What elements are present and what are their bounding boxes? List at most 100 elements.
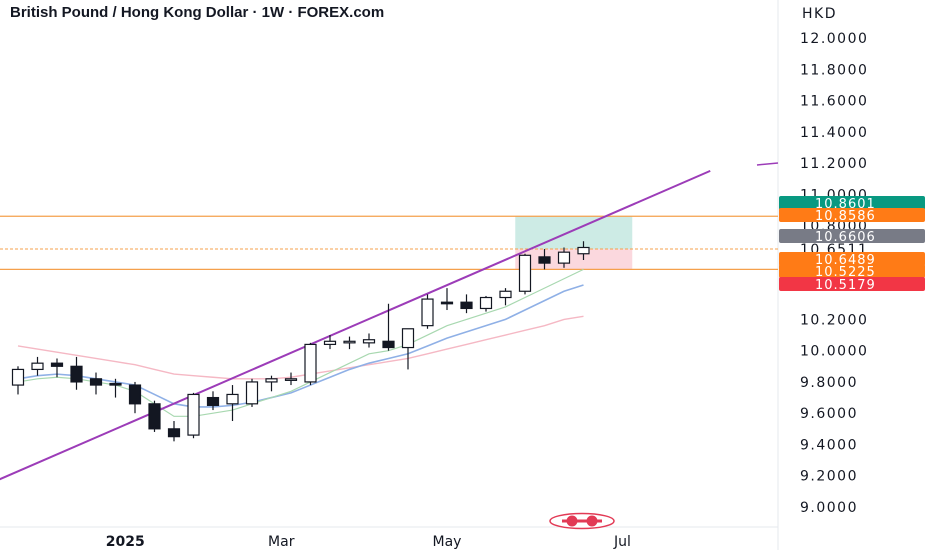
candle	[148, 400, 161, 432]
time-tick-label: Mar	[268, 534, 295, 550]
candle	[284, 372, 298, 386]
loss-zone[interactable]	[515, 249, 633, 270]
candle	[499, 288, 512, 306]
candle-body-down	[109, 382, 122, 386]
candle-body-down	[382, 340, 395, 349]
candle	[343, 336, 356, 350]
candle	[440, 288, 454, 311]
price-tick-label: 11.8000	[800, 62, 868, 78]
candle-body-up	[401, 328, 415, 349]
price-tag-label: 10.8586	[815, 209, 876, 224]
candle	[31, 356, 44, 376]
chart-title: British Pound / Hong Kong Dollar · 1W · …	[10, 4, 384, 21]
candle-body-up	[577, 246, 590, 255]
trendline[interactable]	[0, 169, 711, 488]
candle	[479, 295, 493, 312]
price-tick-label: 9.0000	[800, 500, 858, 516]
candle	[382, 303, 395, 351]
ema-slow-line	[17, 315, 584, 380]
candle-body-up	[421, 298, 434, 327]
candle-body-up	[304, 343, 317, 383]
price-tag: 10.6606	[779, 229, 925, 245]
candle-body-up	[479, 296, 493, 310]
candle-body-up	[518, 254, 532, 292]
price-tag: 10.5179	[779, 277, 925, 293]
candle-body-down	[50, 362, 64, 367]
price-tick-label: 10.0000	[800, 344, 868, 360]
candle-body-down	[70, 365, 83, 383]
price-tick-label: 10.2000	[800, 312, 868, 328]
candle	[245, 378, 259, 407]
price-tag-background	[779, 229, 925, 243]
candle	[265, 375, 278, 392]
candle	[577, 241, 590, 260]
profit-zone[interactable]	[515, 216, 633, 250]
candle-body-up	[226, 393, 239, 405]
price-tick-label: 9.2000	[800, 469, 858, 485]
horizontal-levels[interactable]	[0, 215, 778, 271]
price-tick-label: 11.4000	[800, 125, 868, 141]
candle	[187, 392, 200, 439]
time-axis-ticks: 2025 Mar May Jul	[106, 534, 631, 550]
time-tick-label: May	[433, 534, 462, 550]
candle-body-up	[187, 393, 200, 436]
candle-body-down	[167, 428, 181, 438]
candle-body-up	[245, 381, 259, 405]
candle-body-up	[362, 339, 376, 344]
candle-body-down	[440, 301, 454, 305]
time-tick-label: Jul	[613, 534, 631, 550]
candle	[206, 391, 220, 411]
candle	[460, 294, 473, 314]
candle	[50, 358, 64, 378]
price-tag-background	[779, 252, 925, 266]
price-tag: 10.5225	[779, 264, 925, 280]
candle-body-up	[323, 340, 337, 346]
candle-body-up	[499, 290, 512, 299]
candle	[128, 381, 142, 414]
candle	[70, 356, 83, 390]
candle-body-up	[31, 362, 44, 371]
price-tick-label: 9.4000	[800, 437, 858, 453]
price-tick-label: 11.2000	[800, 156, 868, 172]
price-tag: 10.8586	[779, 208, 925, 224]
candle-body-down	[128, 384, 142, 405]
price-tag-background	[779, 208, 925, 222]
candle	[538, 249, 551, 270]
candle-body-up	[284, 378, 298, 381]
price-tag-background	[779, 264, 925, 278]
candle-body-up	[11, 368, 25, 386]
price-tick-label: 11.6000	[800, 94, 868, 110]
candle-body-down	[538, 256, 551, 264]
candle-body-up	[343, 340, 356, 344]
price-tag-background	[779, 277, 925, 291]
candle-body-down	[89, 378, 103, 386]
candle	[323, 335, 337, 350]
position-zones[interactable]	[515, 216, 633, 270]
candle	[557, 247, 571, 268]
trendline-extension[interactable]	[756, 162, 779, 166]
candle	[518, 253, 532, 295]
candle	[401, 328, 415, 370]
candle	[362, 333, 376, 348]
candle	[167, 421, 181, 442]
candles-layer	[11, 241, 590, 442]
trendline-layer[interactable]	[0, 162, 779, 488]
candle	[421, 294, 434, 329]
price-tag-background	[779, 196, 925, 210]
candle	[11, 366, 25, 395]
price-tag-label: 10.5179	[815, 278, 876, 293]
candle-body-up	[557, 251, 571, 264]
candle	[304, 342, 317, 386]
candle	[226, 385, 239, 422]
ema-fast-line	[17, 284, 584, 408]
price-tick-label: 9.8000	[800, 375, 858, 391]
candle	[109, 378, 122, 398]
price-tag-label: 10.5225	[815, 265, 876, 280]
candle-body-down	[460, 301, 473, 310]
time-tick-label: 2025	[106, 534, 145, 550]
price-tick-label: 9.6000	[800, 406, 858, 422]
price-tag-label: 10.6606	[815, 230, 876, 245]
price-tags: 10.860110.858610.660610.648910.522510.51…	[779, 196, 925, 293]
